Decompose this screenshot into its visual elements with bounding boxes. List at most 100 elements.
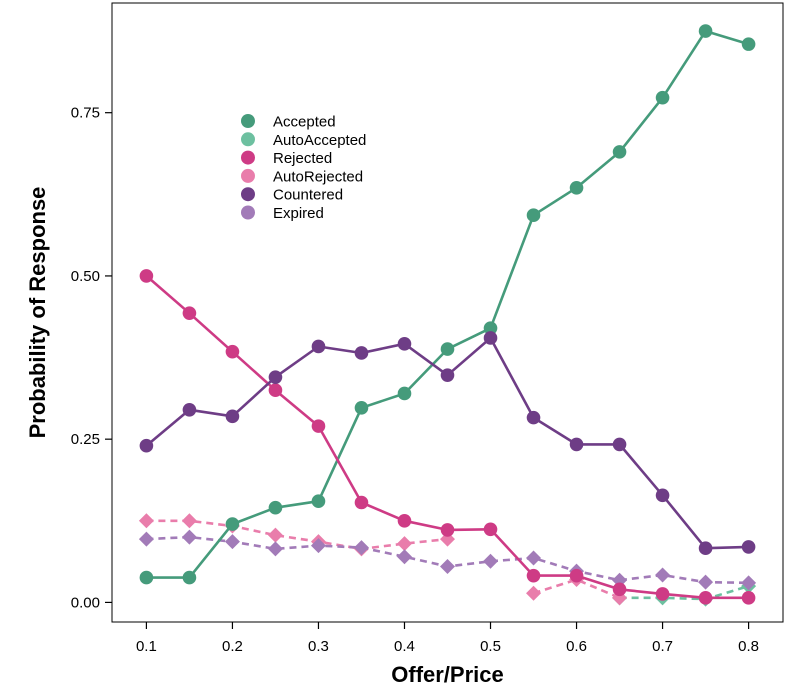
point-accepted <box>741 37 756 51</box>
point-countered <box>612 437 627 452</box>
point-rejected <box>225 344 240 359</box>
point-accepted <box>440 342 455 356</box>
x-axis: 0.1 0.2 0.3 0.4 0.5 0.6 0.7 0.8 <box>136 622 759 655</box>
point-expired <box>267 541 283 557</box>
point-accepted <box>655 90 670 105</box>
point-countered <box>311 339 326 354</box>
point-accepted <box>698 24 713 38</box>
point-autorejected <box>138 513 154 529</box>
legend-marker <box>241 150 255 165</box>
legend-marker <box>241 205 255 220</box>
point-countered <box>225 409 240 424</box>
point-rejected <box>612 582 627 597</box>
legend-item-autorejected: AutoRejected <box>241 168 363 185</box>
legend-item-expired: Expired <box>241 205 324 222</box>
y-tick-label: 0.25 <box>71 431 100 448</box>
point-rejected <box>311 419 326 433</box>
point-autorejected <box>181 513 197 529</box>
point-rejected <box>569 568 584 583</box>
point-rejected <box>182 306 197 320</box>
series-expired <box>138 529 757 591</box>
point-expired <box>440 558 455 574</box>
point-accepted <box>268 500 283 515</box>
legend-label: AutoRejected <box>273 168 363 185</box>
series-line-rejected <box>145 274 749 600</box>
point-expired <box>310 538 326 554</box>
point-expired <box>353 540 369 556</box>
plot-frame <box>111 2 784 623</box>
point-rejected <box>268 383 283 398</box>
point-rejected <box>741 591 756 605</box>
point-rejected <box>698 591 713 605</box>
legend-marker <box>241 114 255 128</box>
legend-item-accepted: Accepted <box>241 114 336 131</box>
point-autorejected <box>396 536 412 552</box>
y-axis: 0.00 0.25 0.50 0.75 <box>71 105 112 611</box>
y-tick-label: 0.75 <box>71 105 100 122</box>
legend-item-autoaccepted: AutoAccepted <box>241 132 366 149</box>
point-rejected <box>483 522 498 537</box>
point-expired <box>526 550 542 566</box>
x-tick-label: 0.7 <box>652 638 673 655</box>
series-autorejected <box>138 513 628 606</box>
series-rejected <box>139 269 756 605</box>
point-accepted <box>139 570 154 585</box>
legend-label: Rejected <box>273 150 332 167</box>
point-accepted <box>483 321 498 335</box>
point-rejected <box>139 269 154 283</box>
point-expired <box>396 549 412 565</box>
x-tick-label: 0.8 <box>738 638 759 655</box>
legend-marker <box>241 168 255 183</box>
y-axis-title: Probability of Response <box>25 187 50 439</box>
series-autoaccepted <box>612 578 757 607</box>
point-rejected <box>440 523 455 537</box>
point-expired <box>181 529 197 545</box>
point-countered <box>698 541 713 556</box>
point-countered <box>268 370 283 384</box>
point-countered <box>440 368 455 382</box>
legend-label: AutoAccepted <box>273 132 366 149</box>
y-tick-label: 0.50 <box>71 268 100 285</box>
point-autorejected <box>526 585 542 601</box>
point-accepted <box>225 517 240 531</box>
point-expired <box>483 553 499 569</box>
point-countered <box>139 438 154 453</box>
series-line-autoaccepted <box>619 584 749 601</box>
y-tick-label: 0.00 <box>71 594 100 611</box>
point-rejected <box>354 495 369 510</box>
point-expired <box>138 531 154 547</box>
point-accepted <box>397 386 412 401</box>
x-tick-label: 0.3 <box>308 638 329 655</box>
x-tick-label: 0.5 <box>480 638 501 655</box>
point-countered <box>741 540 756 554</box>
point-countered <box>182 402 197 417</box>
point-expired <box>655 567 671 583</box>
x-tick-label: 0.4 <box>394 638 415 655</box>
point-accepted <box>526 208 541 223</box>
point-expired <box>698 574 714 590</box>
point-expired <box>224 534 240 550</box>
point-rejected <box>397 513 412 528</box>
legend-marker <box>241 187 255 202</box>
series-accepted <box>139 24 756 585</box>
point-accepted <box>612 145 627 159</box>
point-autorejected <box>267 527 283 543</box>
x-tick-label: 0.1 <box>136 638 157 655</box>
legend-label: Accepted <box>273 114 336 131</box>
legend-item-rejected: Rejected <box>241 150 332 167</box>
point-countered <box>526 410 541 425</box>
point-rejected <box>526 568 541 583</box>
legend-marker <box>241 132 255 147</box>
legend-label: Countered <box>273 187 343 204</box>
plot-area <box>111 2 784 623</box>
series-line-autorejected <box>146 519 621 599</box>
point-rejected <box>655 587 670 601</box>
legend-label: Expired <box>273 205 324 222</box>
point-countered <box>655 488 670 503</box>
point-accepted <box>354 401 369 415</box>
point-countered <box>397 337 412 351</box>
point-countered <box>354 346 369 360</box>
point-accepted <box>311 494 326 509</box>
x-tick-label: 0.2 <box>222 638 243 655</box>
